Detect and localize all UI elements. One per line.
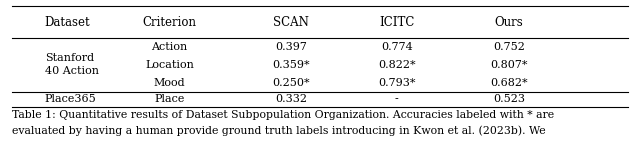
Text: Action: Action: [152, 42, 188, 52]
Text: 0.752: 0.752: [493, 42, 525, 52]
Text: 0.332: 0.332: [275, 94, 307, 104]
Text: Table 1: Quantitative results of Dataset Subpopulation Organization. Accuracies : Table 1: Quantitative results of Dataset…: [12, 110, 554, 120]
Text: Mood: Mood: [154, 78, 186, 88]
Text: 0.774: 0.774: [381, 42, 413, 52]
Text: 0.397: 0.397: [275, 42, 307, 52]
Text: 0.250*: 0.250*: [273, 78, 310, 88]
Text: Place365: Place365: [45, 94, 97, 104]
Text: 0.359*: 0.359*: [273, 60, 310, 70]
Text: Location: Location: [145, 60, 194, 70]
Text: 0.807*: 0.807*: [490, 60, 527, 70]
Text: Place: Place: [154, 94, 185, 104]
Text: Dataset: Dataset: [45, 16, 90, 29]
Text: Stanford
40 Action: Stanford 40 Action: [45, 53, 99, 76]
Text: 0.682*: 0.682*: [490, 78, 527, 88]
Text: Ours: Ours: [495, 16, 523, 29]
Text: 0.523: 0.523: [493, 94, 525, 104]
Text: -: -: [395, 94, 399, 104]
Text: ICITC: ICITC: [379, 16, 415, 29]
Text: evaluated by having a human provide ground truth labels introducing in Kwon et a: evaluated by having a human provide grou…: [12, 126, 545, 136]
Text: 0.822*: 0.822*: [378, 60, 415, 70]
Text: Criterion: Criterion: [143, 16, 196, 29]
Text: 0.793*: 0.793*: [378, 78, 415, 88]
Text: SCAN: SCAN: [273, 16, 309, 29]
